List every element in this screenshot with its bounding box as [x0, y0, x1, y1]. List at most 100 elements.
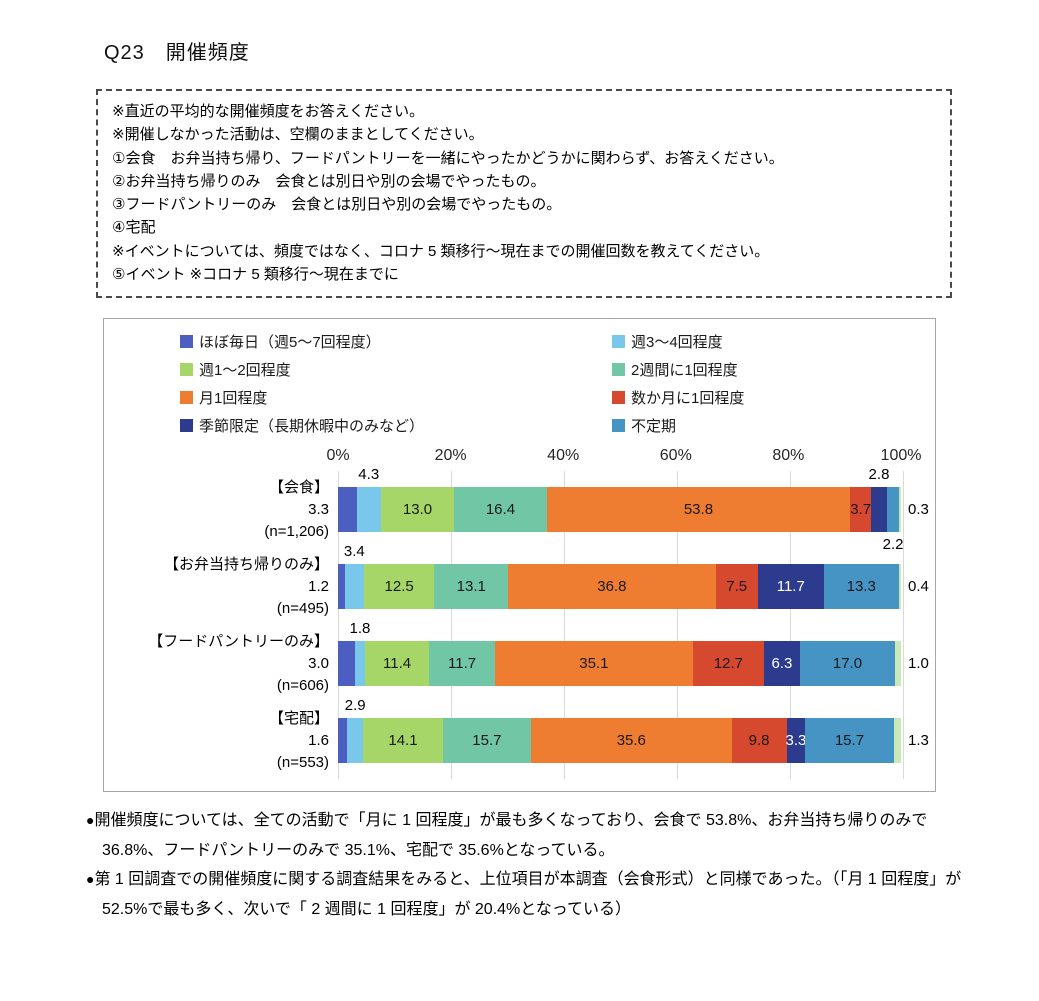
bar-segment: 13.3 — [823, 564, 899, 610]
bar-segment — [338, 487, 357, 533]
legend-swatch — [180, 363, 193, 377]
bar-rows: 【会食】 3.3 (n=1,206) 4.3 13.0 16.4 53.8 3.7 2.8 2.2… — [104, 466, 935, 779]
axis-spacer — [104, 447, 338, 471]
segment-value-outside: 0.4 — [908, 577, 929, 595]
bar-segment: 9.8 — [731, 718, 787, 764]
x-axis-tick: 60% — [659, 447, 692, 465]
legend-swatch — [180, 335, 193, 349]
segment-value-outside: 0.3 — [908, 500, 929, 518]
bar-segment — [886, 487, 900, 533]
bar-segment: 12.5 — [363, 564, 435, 610]
segment-value-above: 4.3 — [358, 466, 380, 484]
legend-swatch — [180, 419, 193, 433]
frequency-stacked-bar-chart: ほぼ毎日（週5～7回程度） 週3～4回程度週1～2回程度 2週間に1回程度月1回程度… — [103, 318, 936, 793]
legend-swatch — [612, 363, 625, 377]
category-name: 【フードパントリーのみ】 — [148, 632, 329, 650]
segment-value-above: 2.9 — [344, 697, 366, 715]
note-line: ②お弁当持ち帰りのみ 会食とは別日や別の会場でやったもの。 — [112, 172, 546, 190]
x-axis-ticks: 0% 20% 40% 60% 80% 100% — [326, 447, 921, 471]
segment-value: 13.0 — [402, 501, 433, 519]
row-label: 【お弁当持ち帰りのみ】 1.2 (n=495) — [104, 554, 338, 620]
bar-row: 【会食】 3.3 (n=1,206) 4.3 13.0 16.4 53.8 3.7 2.8 2.2… — [104, 466, 935, 553]
legend-swatch — [180, 391, 193, 405]
bar-row: 【宅配】 1.6 (n=553) 2.9 14.1 15.7 35.6 9.8 3.3 15.7 1… — [104, 697, 935, 779]
chart-gridlines — [338, 471, 904, 780]
segment-value: 11.7 — [448, 655, 477, 673]
note-line: ※イベントについては、頻度ではなく、コロナ 5 類移行～現在までの開催回数を教え… — [112, 242, 770, 260]
row-label: 【宅配】 1.6 (n=553) — [104, 708, 338, 774]
legend-item: 月1回程度 — [180, 388, 612, 407]
segment-value: 35.6 — [616, 732, 646, 750]
first-segment-value: 3.3 — [308, 500, 329, 518]
legend-label: 月1回程度 — [199, 390, 268, 408]
legend-label: 季節限定（長期休暇中のみなど） — [199, 418, 425, 436]
note-line: ⑤イベント ※コロナ 5 類移行～現在までに — [112, 266, 399, 284]
bar-segment: 3.3 — [786, 718, 806, 764]
gridline — [564, 471, 565, 780]
segment-value: 17.0 — [832, 655, 863, 673]
bar-segment — [338, 564, 345, 610]
bar-area: 4.3 13.0 16.4 53.8 3.7 2.8 2.2 — [338, 466, 904, 553]
x-axis-tick: 40% — [547, 447, 580, 465]
legend-label: 週3～4回程度 — [631, 334, 723, 352]
bar-segment: 11.7 — [757, 564, 824, 610]
note-line: ④宅配 — [112, 219, 156, 237]
category-name: 【宅配】 — [268, 709, 329, 727]
bar-segment — [354, 641, 365, 687]
category-name: 【会食】 — [268, 478, 329, 496]
sample-size: (n=606) — [276, 676, 329, 694]
note-line: ※直近の平均的な開催頻度をお答えください。 — [112, 103, 425, 120]
bar-segment: 53.8 — [546, 487, 851, 533]
segment-value: 9.8 — [748, 732, 770, 750]
legend-label: 週1～2回程度 — [199, 362, 291, 380]
sample-size: (n=553) — [276, 753, 329, 771]
x-axis-tick: 20% — [434, 447, 467, 465]
bar-segment: 36.8 — [508, 564, 716, 610]
row-label: 【フードパントリーのみ】 3.0 (n=606) — [104, 631, 338, 697]
legend-label: 数か月に1回程度 — [631, 390, 745, 408]
segment-value-outside: 1.3 — [908, 731, 929, 749]
bar-segment — [338, 641, 355, 687]
chart-body: 0% 20% 40% 60% 80% 100% 【会食】 3.3 (n=1,206) 4.3 13… — [104, 447, 935, 780]
findings-list: 開催頻度については、全ての活動で「月に 1 回程度」が最も多くなっており、会食で… — [86, 806, 991, 924]
bar-segment: 6.3 — [764, 641, 800, 687]
gridline — [790, 471, 791, 780]
bar-segment: 12.7 — [692, 641, 765, 687]
gridline — [903, 471, 904, 780]
segment-value: 36.8 — [597, 578, 627, 596]
segment-value: 16.4 — [485, 501, 516, 519]
segment-value-above: 3.4 — [343, 543, 365, 561]
note-line: ①会食 お弁当持ち帰り、フードパントリーを一緒にやったかどうかに関わらず、お答え… — [112, 149, 784, 167]
bar-segment — [898, 564, 901, 610]
legend-swatch — [612, 419, 625, 433]
right-label-cell: 0.4 — [901, 578, 935, 596]
bar-segment: 13.1 — [434, 564, 509, 610]
bar-segment: 13.0 — [380, 487, 455, 533]
bar-segment: 16.4 — [454, 487, 547, 533]
bar-segment: 14.1 — [363, 718, 443, 764]
segment-value-above: 2.8 — [868, 466, 890, 484]
legend-label: 2週間に1回程度 — [631, 362, 738, 380]
bar-segment — [893, 718, 901, 764]
page-title: Q23 開催頻度 — [104, 42, 250, 64]
legend-item: 週1～2回程度 — [180, 360, 612, 379]
segment-value: 12.7 — [713, 655, 743, 673]
x-axis-tick: 100% — [880, 447, 922, 465]
bar-area: 1.8 11.4 11.7 35.1 12.7 6.3 17.0 — [338, 620, 901, 687]
bar-segment: 35.6 — [531, 718, 732, 764]
bar-area: 3.4 12.5 13.1 36.8 7.5 11.7 13.3 — [338, 543, 901, 610]
bar-segment — [899, 487, 901, 533]
bar-segment — [344, 564, 364, 610]
segment-value-outside: 1.0 — [908, 654, 929, 672]
category-name: 【お弁当持ち帰りのみ】 — [163, 555, 329, 573]
bar-segment: 35.1 — [495, 641, 693, 687]
bar-segment — [871, 487, 887, 533]
right-label-cell: 0.3 — [901, 501, 935, 519]
finding-item: 開催頻度については、全ての活動で「月に 1 回程度」が最も多くなっており、会食で… — [86, 806, 991, 865]
legend-item: ほぼ毎日（週5～7回程度） — [180, 332, 612, 351]
note-line: ③フードパントリーのみ 会食とは別日や別の会場でやったもの。 — [112, 196, 562, 214]
right-label-cell: 1.0 — [901, 655, 935, 673]
legend-item: 週3～4回程度 — [612, 332, 935, 351]
bar-area: 2.9 14.1 15.7 35.6 9.8 3.3 15.7 — [338, 697, 901, 764]
bar-segment — [338, 718, 347, 764]
